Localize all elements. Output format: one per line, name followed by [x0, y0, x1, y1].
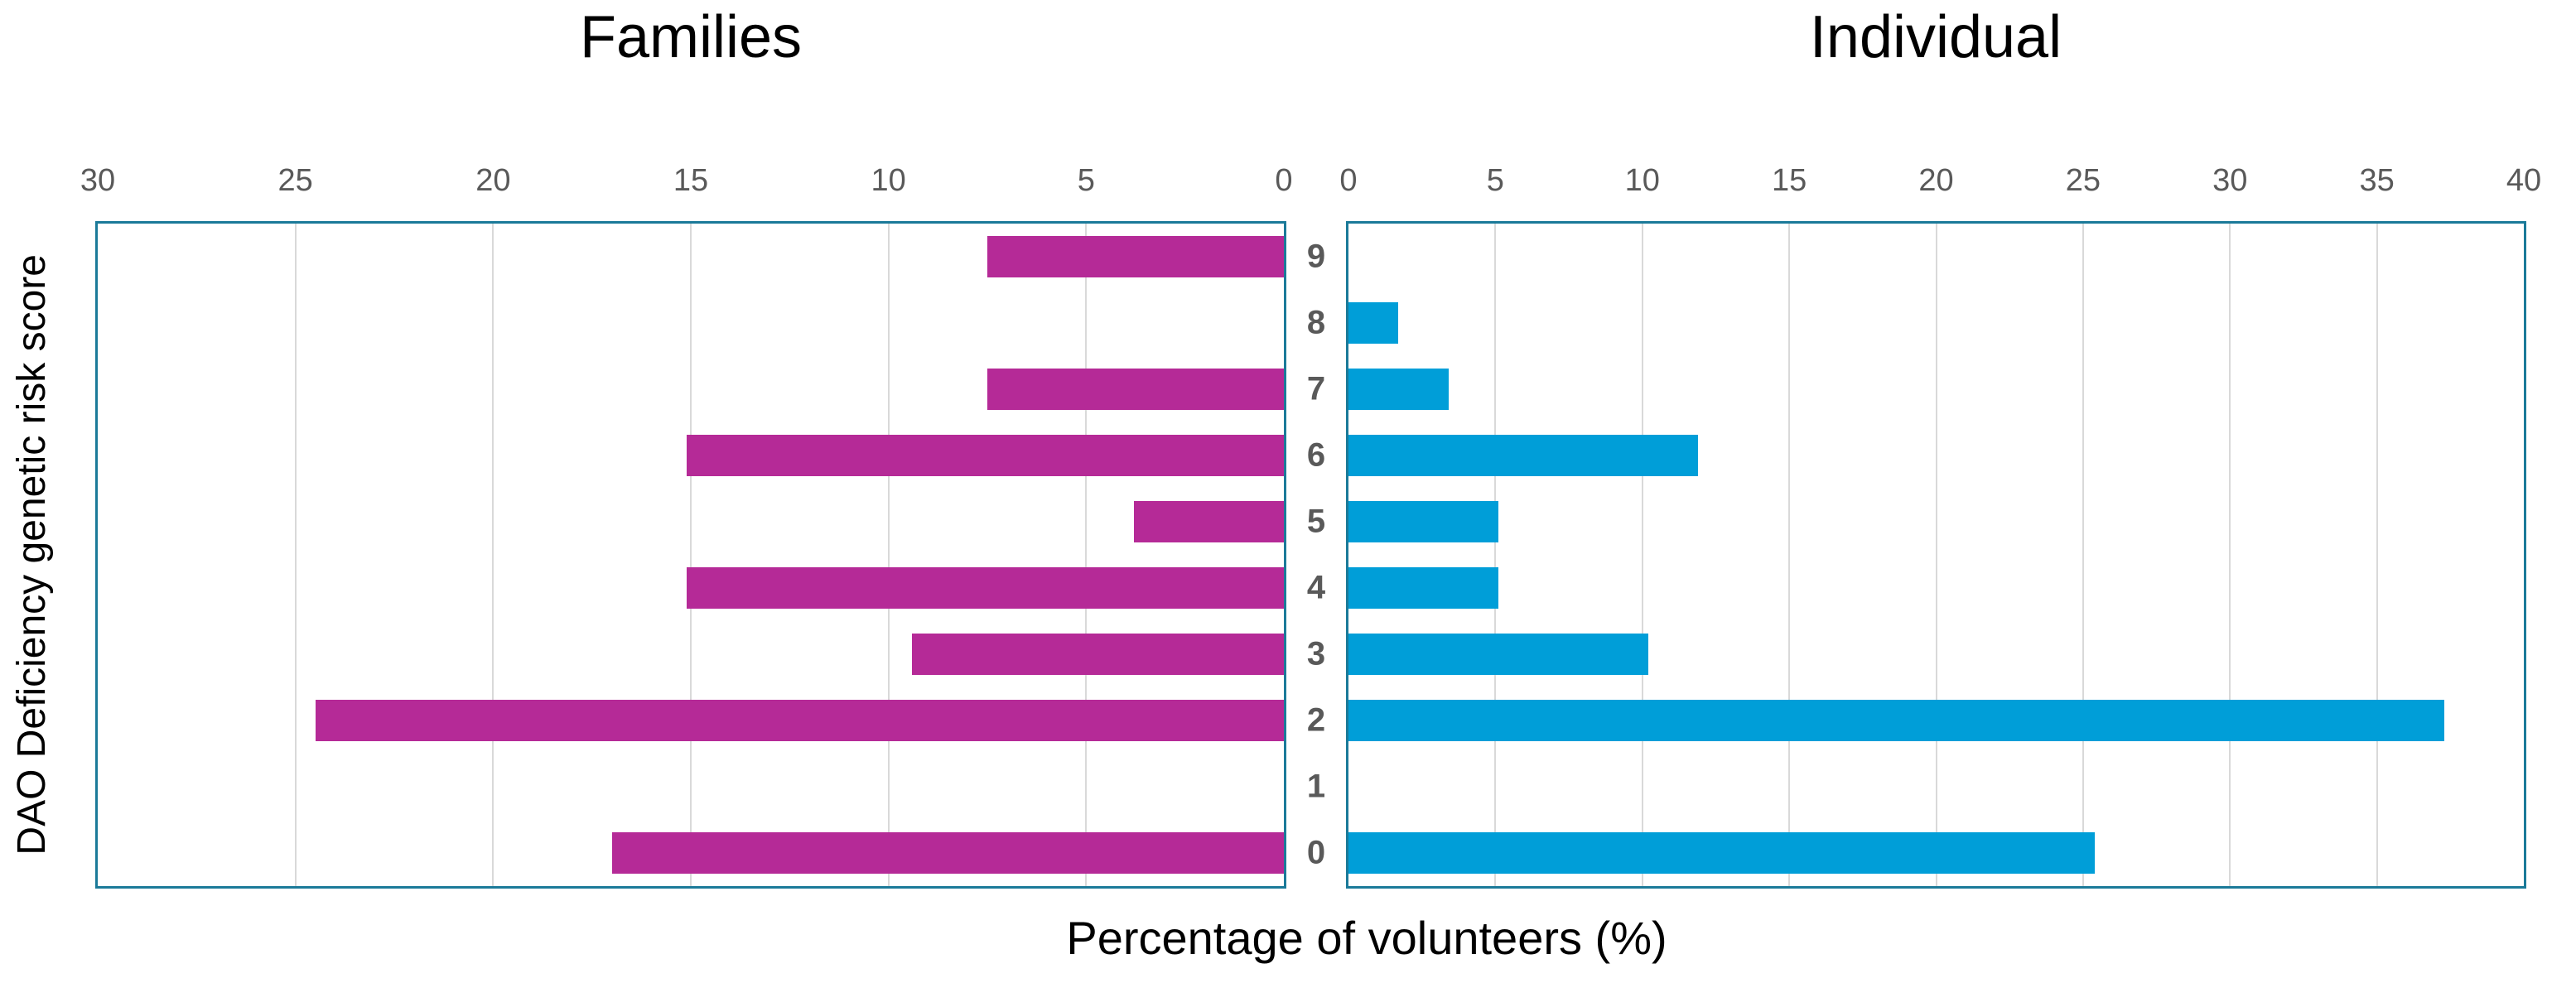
score-label-1: 1: [1306, 768, 1326, 805]
tick-individual-10: 10: [1624, 163, 1660, 198]
gridline-individual-15: [1788, 224, 1791, 886]
bar-families-score-2: [315, 700, 1284, 741]
gridline-families-5: [1085, 224, 1088, 886]
tick-families-5: 5: [1077, 163, 1095, 198]
gridline-individual-10: [1641, 224, 1643, 886]
tick-individual-15: 15: [1771, 163, 1807, 198]
bar-individual-score-3: [1348, 634, 1648, 675]
tick-families-30: 30: [80, 163, 116, 198]
score-label-6: 6: [1306, 436, 1326, 474]
score-label-4: 4: [1306, 569, 1326, 606]
gridline-families-20: [492, 224, 494, 886]
bar-families-score-6: [687, 435, 1284, 476]
tick-individual-30: 30: [2212, 163, 2248, 198]
bar-individual-score-7: [1348, 369, 1449, 410]
tick-families-0: 0: [1275, 163, 1293, 198]
tick-individual-5: 5: [1486, 163, 1504, 198]
gridline-individual-20: [1935, 224, 1937, 886]
gridline-families-15: [690, 224, 692, 886]
gridline-individual-5: [1494, 224, 1497, 886]
x-axis-title: Percentage of volunteers (%): [1066, 912, 1667, 964]
individual-plot: [1346, 221, 2526, 889]
gridline-individual-25: [2082, 224, 2084, 886]
bar-individual-score-4: [1348, 567, 1498, 609]
score-label-7: 7: [1306, 370, 1326, 407]
tick-individual-20: 20: [1918, 163, 1954, 198]
bar-families-score-3: [912, 634, 1284, 675]
bar-families-score-7: [987, 369, 1284, 410]
bar-families-score-4: [687, 567, 1284, 609]
bar-families-score-9: [987, 236, 1284, 277]
tick-families-15: 15: [673, 163, 709, 198]
tick-individual-40: 40: [2506, 163, 2542, 198]
axis-ticks-row: 30 25 20 15 10 5 0 0 5 10 15 20 25 30 35 40: [0, 159, 2576, 202]
bar-individual-score-5: [1348, 501, 1498, 542]
gridline-families-10: [887, 224, 890, 886]
score-label-3: 3: [1306, 635, 1326, 672]
bar-families-score-5: [1133, 501, 1284, 542]
families-plot: [95, 221, 1286, 889]
score-label-0: 0: [1306, 834, 1326, 871]
bar-individual-score-6: [1348, 435, 1699, 476]
bar-individual-score-8: [1348, 302, 1399, 344]
tick-individual-0: 0: [1339, 163, 1358, 198]
tick-families-25: 25: [277, 163, 313, 198]
tick-families-10: 10: [871, 163, 906, 198]
score-label-2: 2: [1306, 701, 1326, 739]
bar-individual-score-2: [1348, 700, 2445, 741]
gridline-individual-30: [2229, 224, 2231, 886]
right-chart-title: Individual: [1809, 4, 2062, 70]
score-label-9: 9: [1306, 238, 1326, 275]
tick-individual-25: 25: [2065, 163, 2101, 198]
gridline-families-25: [294, 224, 297, 886]
tick-individual-35: 35: [2359, 163, 2395, 198]
score-label-5: 5: [1306, 503, 1326, 540]
score-label-8: 8: [1306, 304, 1326, 341]
bar-individual-score-0: [1348, 832, 2096, 874]
bar-families-score-0: [611, 832, 1284, 874]
tick-families-20: 20: [475, 163, 511, 198]
left-chart-title: Families: [579, 4, 803, 70]
gridline-individual-35: [2376, 224, 2378, 886]
